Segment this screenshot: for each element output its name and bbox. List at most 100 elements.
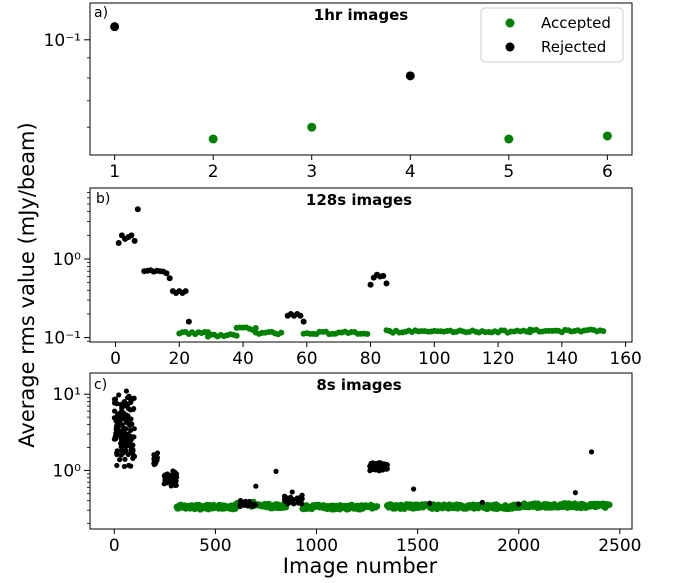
- rejected-point: [291, 501, 297, 507]
- panel-a-frame: [89, 2, 633, 156]
- rejected-point: [273, 468, 279, 474]
- rejected-point: [237, 497, 244, 504]
- rejected-point: [163, 475, 169, 481]
- rejected-point: [125, 431, 131, 437]
- rejected-point: [169, 482, 175, 488]
- rejected-point: [124, 394, 131, 401]
- x-tick-label: 5: [503, 162, 514, 182]
- panel-a-points: [110, 22, 612, 144]
- rejected-point: [170, 468, 176, 474]
- rejected-point: [119, 412, 125, 418]
- rejected-point: [125, 451, 131, 458]
- rejected-point: [134, 206, 141, 213]
- x-tick-label: 40: [232, 349, 254, 369]
- rejected-point: [123, 388, 129, 394]
- legend-label-accepted: Accepted: [541, 14, 611, 32]
- x-tick-label: 0: [109, 536, 120, 556]
- legend-label-rejected: Rejected: [541, 38, 606, 56]
- rejected-point: [516, 501, 522, 507]
- rejected-point: [173, 482, 179, 488]
- rejected-point: [300, 318, 307, 325]
- rejected-point: [250, 503, 256, 509]
- y-tick-label: 10⁻¹: [44, 329, 81, 349]
- accepted-point: [602, 131, 612, 141]
- rejected-point: [380, 272, 387, 279]
- x-tick-label: 1500: [396, 536, 439, 556]
- rejected-point: [127, 422, 133, 428]
- panel-c-points: [111, 388, 613, 513]
- y-tick-label: 10⁰: [53, 461, 82, 481]
- rejected-point: [113, 427, 119, 433]
- legend-box: [480, 7, 624, 63]
- rejected-point: [383, 280, 390, 287]
- rejected-point: [128, 232, 135, 239]
- rejected-point: [479, 499, 485, 505]
- rejected-point: [121, 463, 128, 470]
- rejected-point: [383, 464, 389, 471]
- rejected-point: [131, 426, 137, 432]
- rejected-point: [375, 463, 381, 469]
- x-tick-label: 100: [418, 349, 450, 369]
- legend: Accepted Rejected: [480, 7, 624, 63]
- rejected-point: [285, 501, 291, 507]
- accepted-point: [307, 122, 317, 132]
- rejected-point: [117, 457, 123, 463]
- x-tick-label: 140: [546, 349, 578, 369]
- accepted-point: [504, 134, 514, 144]
- rejected-point: [289, 489, 295, 495]
- rejected-point: [130, 448, 136, 454]
- rejected-point: [123, 441, 129, 447]
- rejected-point: [115, 239, 122, 246]
- rejected-point: [125, 435, 131, 441]
- panel-b-points: [115, 206, 607, 340]
- panel-c-letter: c): [94, 377, 107, 393]
- rejected-point: [130, 442, 136, 448]
- rejected-point: [410, 486, 417, 492]
- rejected-point: [113, 423, 120, 429]
- rejected-point: [161, 481, 167, 487]
- rejected-point: [185, 318, 192, 325]
- x-tick-label: 2: [208, 162, 219, 182]
- x-tick-label: 0: [110, 349, 121, 369]
- legend-marker-accepted: [505, 18, 515, 28]
- rejected-point: [367, 281, 374, 288]
- rejected-point: [299, 492, 305, 498]
- rejected-point: [163, 270, 170, 277]
- rejected-point: [116, 392, 122, 398]
- panel-b-letter: b): [96, 191, 110, 207]
- rejected-point: [182, 288, 189, 295]
- rejected-point: [119, 405, 125, 411]
- x-tick-label: 6: [602, 162, 613, 182]
- x-tick-label: 3: [306, 162, 317, 182]
- accepted-point: [373, 503, 381, 510]
- rejected-point: [371, 465, 377, 471]
- accepted-point: [606, 501, 613, 508]
- rejected-point: [173, 471, 180, 477]
- rejected-point: [114, 462, 120, 469]
- rejected-point: [126, 462, 132, 469]
- rejected-point: [287, 494, 294, 500]
- x-tick-label: 2500: [598, 536, 641, 556]
- y-tick-label: 10⁰: [53, 250, 82, 270]
- rejected-point: [125, 413, 131, 419]
- panel-c-ticks: 0 500 1000 1500 2000 2500 10⁰ 10¹: [53, 385, 642, 556]
- panel-c: 0 500 1000 1500 2000 2500 10⁰ 10¹ c) 8s images: [53, 372, 642, 556]
- rejected-point: [253, 483, 259, 489]
- panel-b-ticks: 0 20 40 60 80 100 120 140 160 10⁻¹ 10⁰: [44, 192, 642, 369]
- x-tick-label: 500: [199, 536, 231, 556]
- rejected-point: [427, 500, 433, 506]
- x-tick-label: 160: [609, 349, 641, 369]
- accepted-point: [278, 329, 285, 336]
- rejected-point: [119, 437, 125, 444]
- panel-c-frame: [89, 372, 633, 530]
- rejected-point: [110, 22, 120, 32]
- rejected-point: [121, 431, 127, 437]
- panel-a: 1 2 3 4 5 6 10⁻¹ a) 1hr images: [44, 2, 633, 182]
- panel-b-title: 128s images: [306, 191, 412, 209]
- accepted-point: [364, 330, 371, 337]
- x-tick-label: 4: [405, 162, 416, 182]
- rejected-point: [241, 502, 248, 508]
- rejected-point: [114, 419, 120, 425]
